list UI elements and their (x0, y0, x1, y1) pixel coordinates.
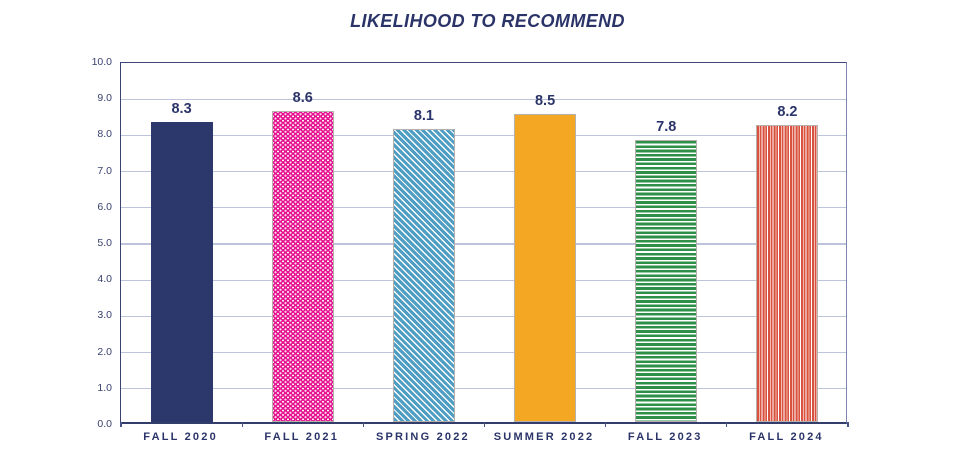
y-axis-tick-label: 6.0 (97, 200, 112, 213)
x-axis-tick (362, 422, 364, 427)
bar-value-label: 8.2 (777, 104, 798, 121)
y-axis-tick-label: 2.0 (97, 345, 112, 358)
x-axis-tick (847, 422, 849, 427)
x-axis-tick (726, 422, 728, 427)
plot-area: 8.3 8.6 8.1 8.5 7.8 8.2 (120, 62, 849, 427)
x-axis-tick (241, 422, 243, 427)
bar-fall-2023 (635, 139, 698, 422)
x-axis-category-label: FALL 2023 (627, 431, 703, 443)
x-axis-category-label: SPRING 2022 (375, 431, 470, 443)
y-axis-tick-label: 7.0 (97, 164, 112, 177)
bar-value-label: 7.8 (656, 118, 677, 135)
x-axis-tick (483, 422, 486, 427)
bar-summer-2022 (514, 114, 577, 422)
chart-title: LIKELIHOOD TO RECOMMEND (350, 11, 625, 31)
y-axis-tick-label: 0.0 (97, 418, 112, 430)
y-axis-tick-label: 4.0 (97, 273, 112, 286)
x-axis-category-label: FALL 2021 (264, 431, 340, 443)
gridline (121, 351, 846, 354)
bar-value-label: 8.5 (534, 93, 556, 110)
gridline (121, 315, 846, 318)
gridline (121, 170, 846, 173)
y-axis-tick-label: 9.0 (97, 92, 112, 105)
x-axis-category-label: FALL 2024 (749, 431, 824, 443)
gridline (121, 207, 846, 209)
bar-spring-2022 (392, 128, 455, 422)
gridline (121, 279, 846, 281)
y-axis-tick-label: 3.0 (97, 309, 112, 322)
x-axis-tick (605, 422, 607, 427)
gridline (121, 388, 846, 390)
x-axis-category-label: FALL 2020 (143, 431, 218, 443)
bar-fall-2020 (150, 121, 213, 422)
y-axis-tick-label: 10.0 (91, 56, 112, 68)
bar-fall-2024 (756, 125, 819, 422)
bar-value-label: 8.3 (171, 100, 192, 117)
gridline (121, 243, 846, 245)
bar-fall-2021 (271, 110, 334, 422)
bar-value-label: 8.6 (292, 89, 313, 106)
y-axis-tick-label: 1.0 (97, 381, 112, 394)
y-axis-tick-label: 5.0 (97, 237, 112, 249)
gridline (121, 134, 846, 137)
gridline (121, 98, 846, 100)
x-axis-tick (120, 422, 122, 427)
y-axis-tick-label: 8.0 (97, 128, 112, 141)
bar-value-label: 8.1 (413, 107, 434, 124)
x-axis: FALL 2020 FALL 2021 SPRING 2022 SUMMER 2022… (120, 431, 847, 447)
x-axis-category-label: SUMMER 2022 (493, 431, 595, 443)
